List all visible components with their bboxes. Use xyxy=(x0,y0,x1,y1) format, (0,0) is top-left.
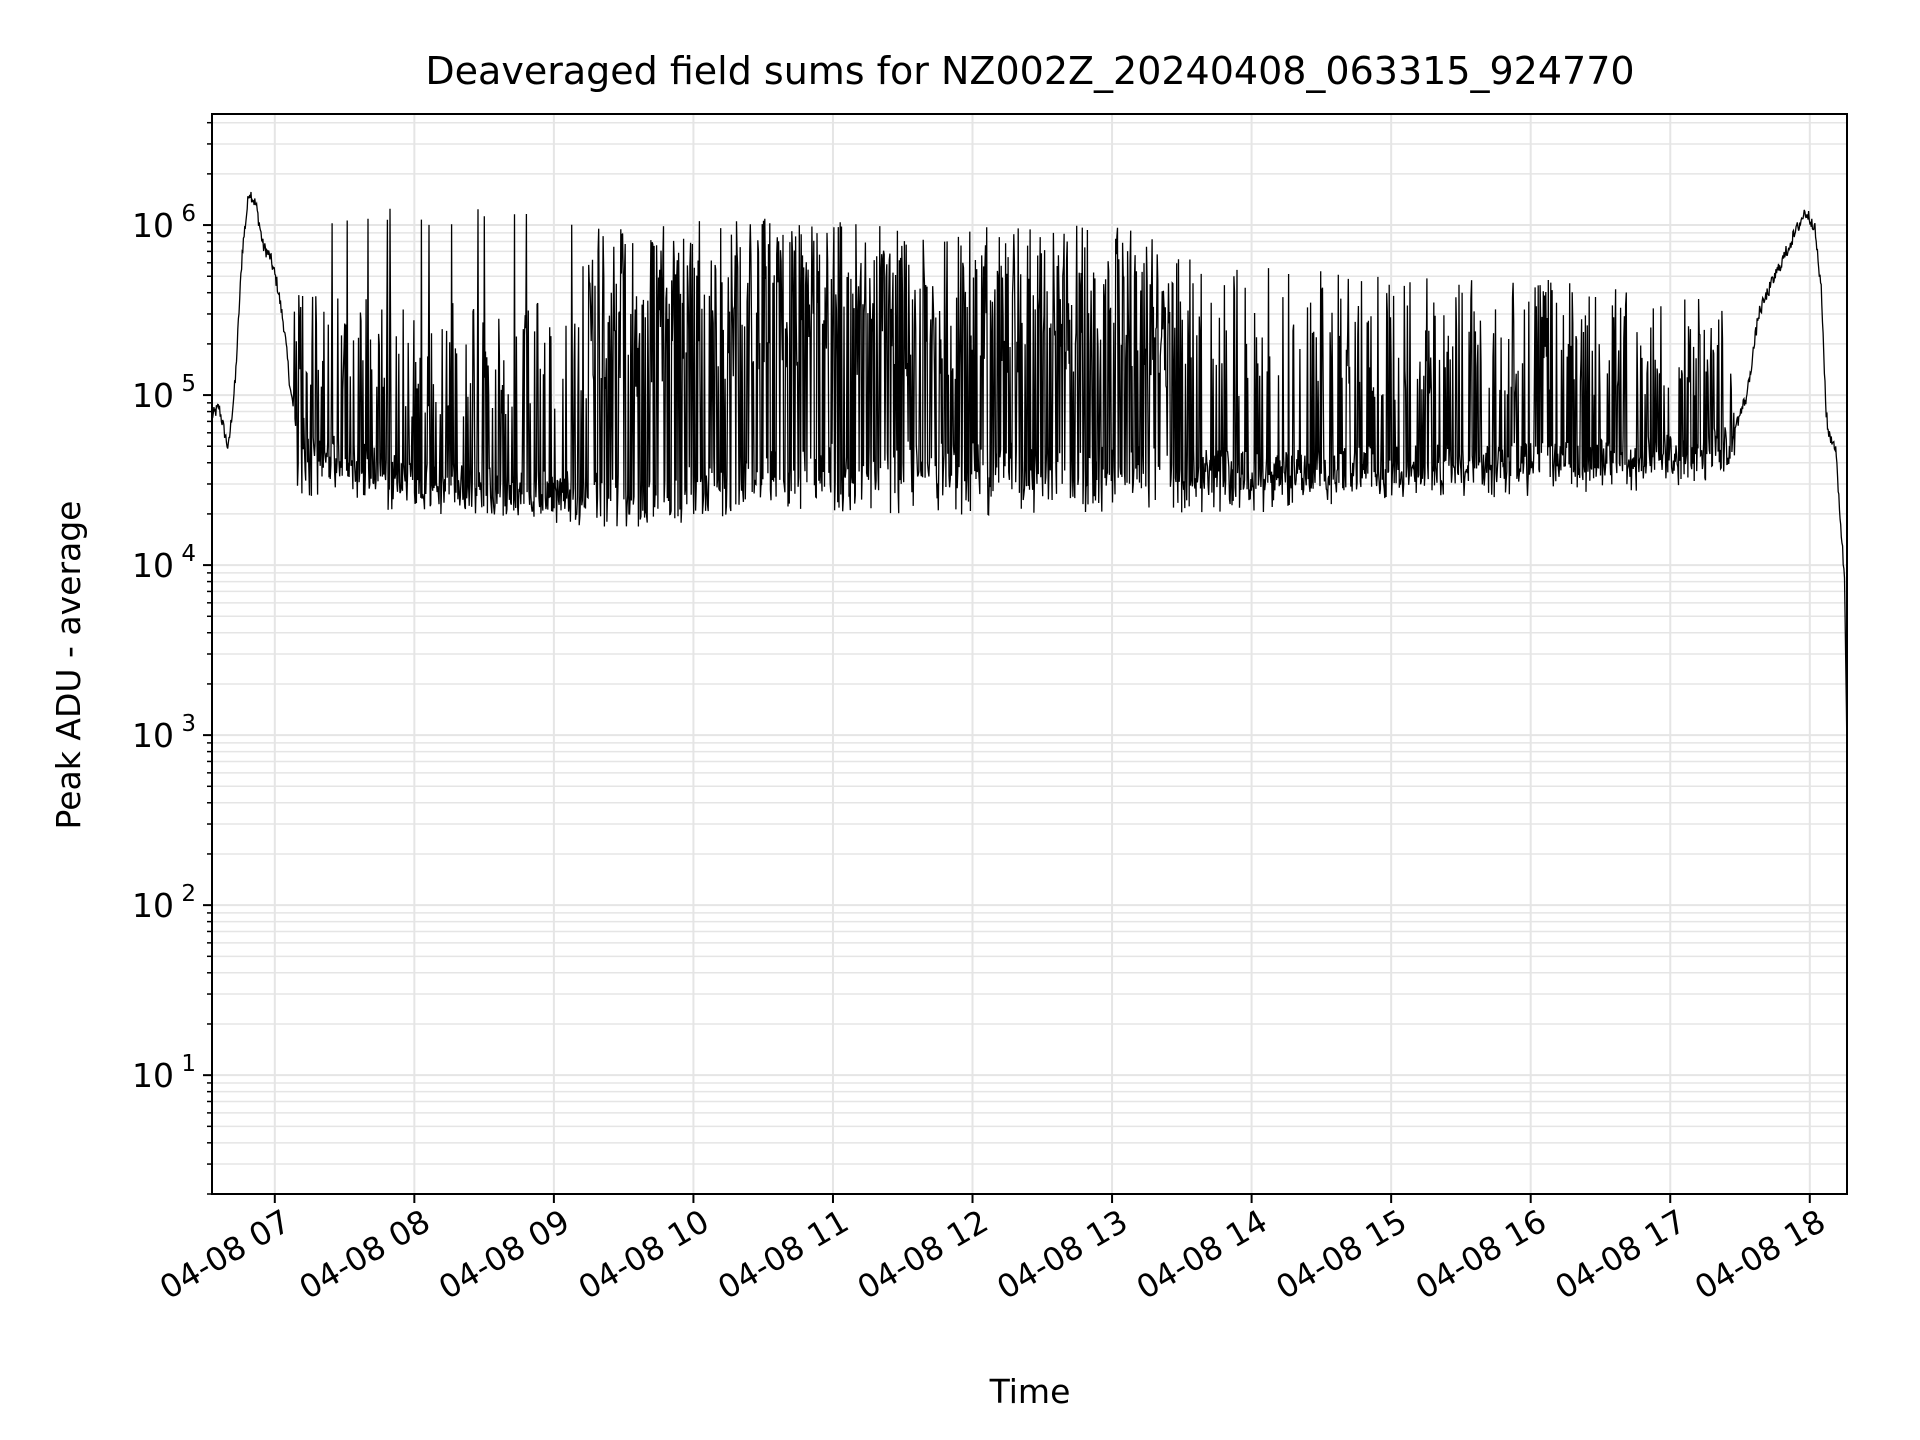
x-tick-label: 04-08 14 xyxy=(1130,1202,1274,1307)
y-tick-exponent: 6 xyxy=(181,201,196,227)
x-axis-label: Time xyxy=(989,1372,1071,1411)
plot-area xyxy=(211,191,1848,758)
y-axis: 10 1 10 2 10 3 10 4 10 5 10 6 xyxy=(132,121,212,1195)
y-tick-exponent: 5 xyxy=(181,371,196,397)
x-tick-label: 04-08 15 xyxy=(1270,1202,1414,1307)
chart-title: Deaveraged field sums for NZ002Z_2024040… xyxy=(425,49,1634,93)
y-tick-label: 10 xyxy=(132,206,174,245)
y-tick-exponent: 2 xyxy=(181,881,196,907)
y-tick-label: 10 xyxy=(132,886,174,925)
y-tick-exponent: 4 xyxy=(181,541,196,567)
y-axis-label: Peak ADU - average xyxy=(49,501,88,830)
x-tick-label: 04-08 17 xyxy=(1549,1202,1693,1307)
x-tick-label: 04-08 18 xyxy=(1688,1202,1832,1307)
x-tick-label: 04-08 09 xyxy=(432,1202,576,1307)
x-tick-label: 04-08 11 xyxy=(711,1202,855,1307)
x-tick-label: 04-08 10 xyxy=(572,1202,716,1307)
y-tick-label: 10 xyxy=(132,716,174,755)
y-tick-exponent: 3 xyxy=(181,711,196,737)
x-tick-label: 04-08 13 xyxy=(990,1202,1134,1307)
series-line xyxy=(211,191,1848,758)
y-tick-exponent: 1 xyxy=(181,1051,196,1077)
y-tick-label: 10 xyxy=(132,376,174,415)
x-tick-label: 04-08 07 xyxy=(153,1202,297,1307)
y-tick-label: 10 xyxy=(132,1056,174,1095)
x-tick-label: 04-08 12 xyxy=(851,1202,995,1307)
x-tick-label: 04-08 08 xyxy=(293,1202,437,1307)
y-tick-label: 10 xyxy=(132,546,174,585)
x-tick-label: 04-08 16 xyxy=(1409,1202,1553,1307)
